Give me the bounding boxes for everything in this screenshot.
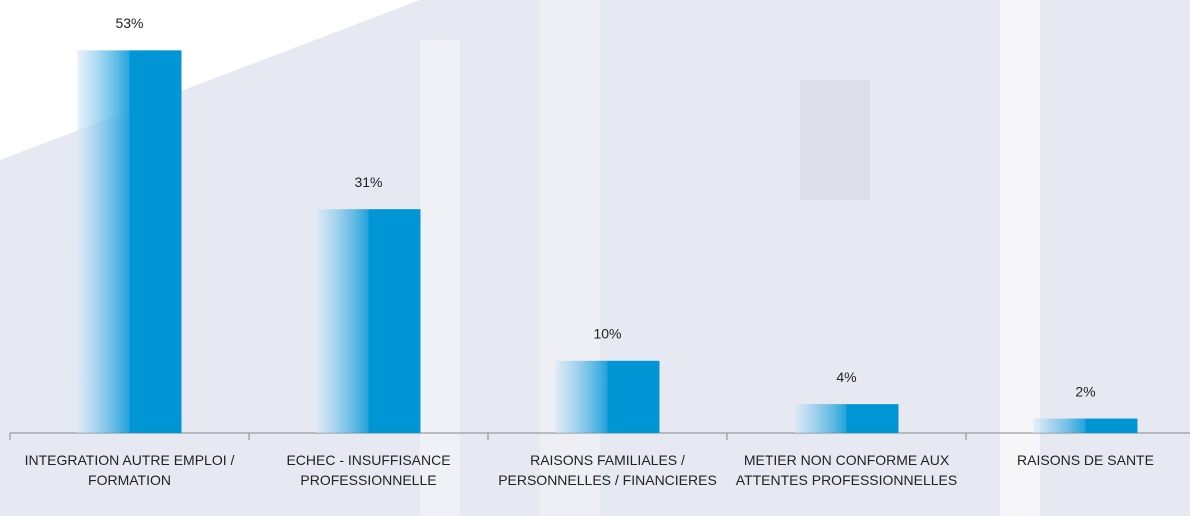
chart: 53% 31% 10% 4% 2% xyxy=(0,0,1190,516)
bar xyxy=(1034,419,1138,433)
x-tick-label: ECHEC - INSUFFISANCE PROFESSIONNELLE xyxy=(254,450,484,490)
x-tick-label: INTEGRATION AUTRE EMPLOI / FORMATION xyxy=(15,450,245,490)
data-label: 2% xyxy=(1075,383,1095,399)
x-tick-label: METIER NON CONFORME AUX ATTENTES PROFESS… xyxy=(732,450,962,490)
page: 53%31%10%4%2% (() => { const data = JSON… xyxy=(0,0,1190,516)
x-tick-label: RAISONS FAMILIALES / PERSONNELLES / FINA… xyxy=(493,450,723,490)
data-label: 31% xyxy=(354,174,382,190)
bar xyxy=(317,209,421,433)
bar xyxy=(78,50,182,433)
data-label: 4% xyxy=(836,369,856,385)
bar xyxy=(556,361,660,433)
bar xyxy=(795,404,899,433)
data-label: 53% xyxy=(115,15,143,31)
x-tick-label: RAISONS DE SANTE xyxy=(971,450,1190,470)
data-label: 10% xyxy=(593,326,621,342)
